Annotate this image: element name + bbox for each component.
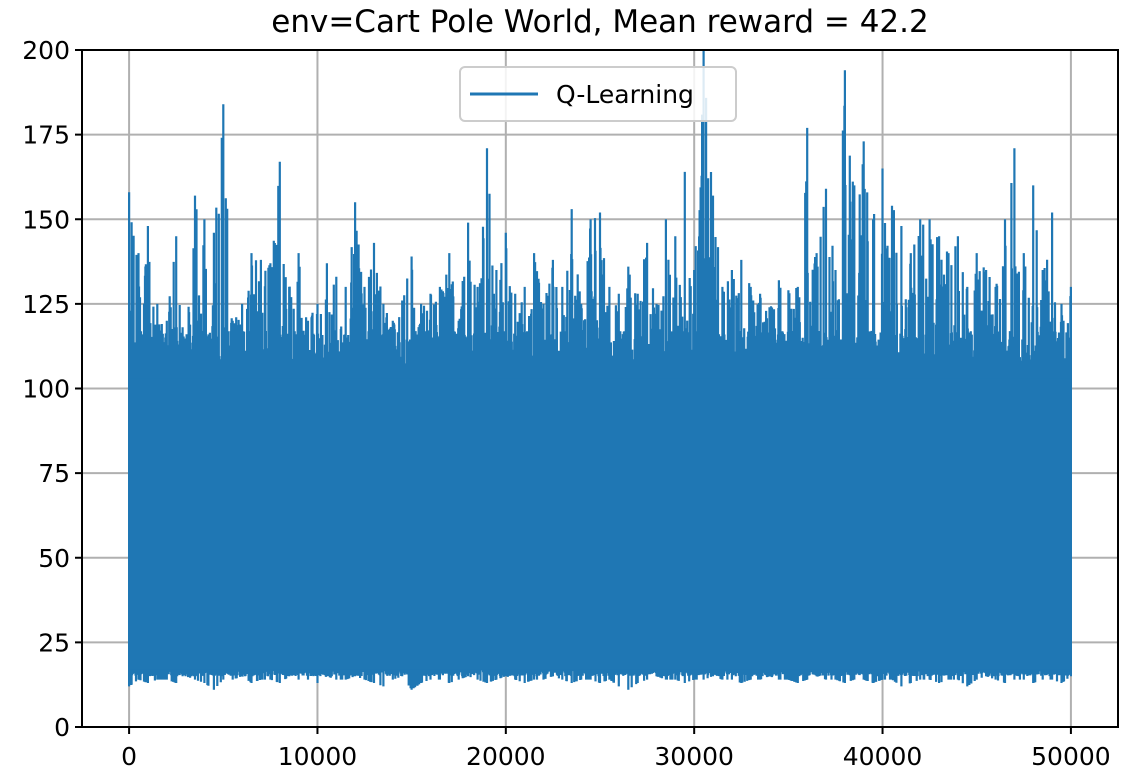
y-tick-label: 125 — [22, 290, 70, 319]
x-tick-label: 50000 — [1031, 742, 1111, 771]
x-tick-label: 40000 — [843, 742, 923, 771]
legend-box — [459, 66, 737, 122]
x-tick-label: 10000 — [278, 742, 358, 771]
x-tick-label: 20000 — [466, 742, 546, 771]
y-tick-label: 175 — [22, 121, 70, 150]
y-tick-label: 200 — [22, 36, 70, 65]
legend-label-q-learning: Q-Learning — [556, 80, 694, 109]
y-tick-label: 25 — [38, 628, 70, 657]
series-core-band — [129, 378, 1071, 670]
series-q-learning — [128, 50, 1072, 690]
y-tick-label: 50 — [38, 544, 70, 573]
y-tick-label: 75 — [38, 459, 70, 488]
y-tick-label: 100 — [22, 375, 70, 404]
chart-title: env=Cart Pole World, Mean reward = 42.2 — [271, 4, 928, 40]
axis-ticks: 0 10000 20000 30000 40000 50000 0 25 50 75 100 125 1… — [22, 36, 1110, 771]
x-tick-label: 30000 — [654, 742, 734, 771]
legend: Q-Learning — [459, 66, 737, 122]
x-tick-label: 0 — [121, 742, 137, 771]
y-tick-label: 150 — [22, 205, 70, 234]
y-tick-label: 0 — [54, 713, 70, 742]
